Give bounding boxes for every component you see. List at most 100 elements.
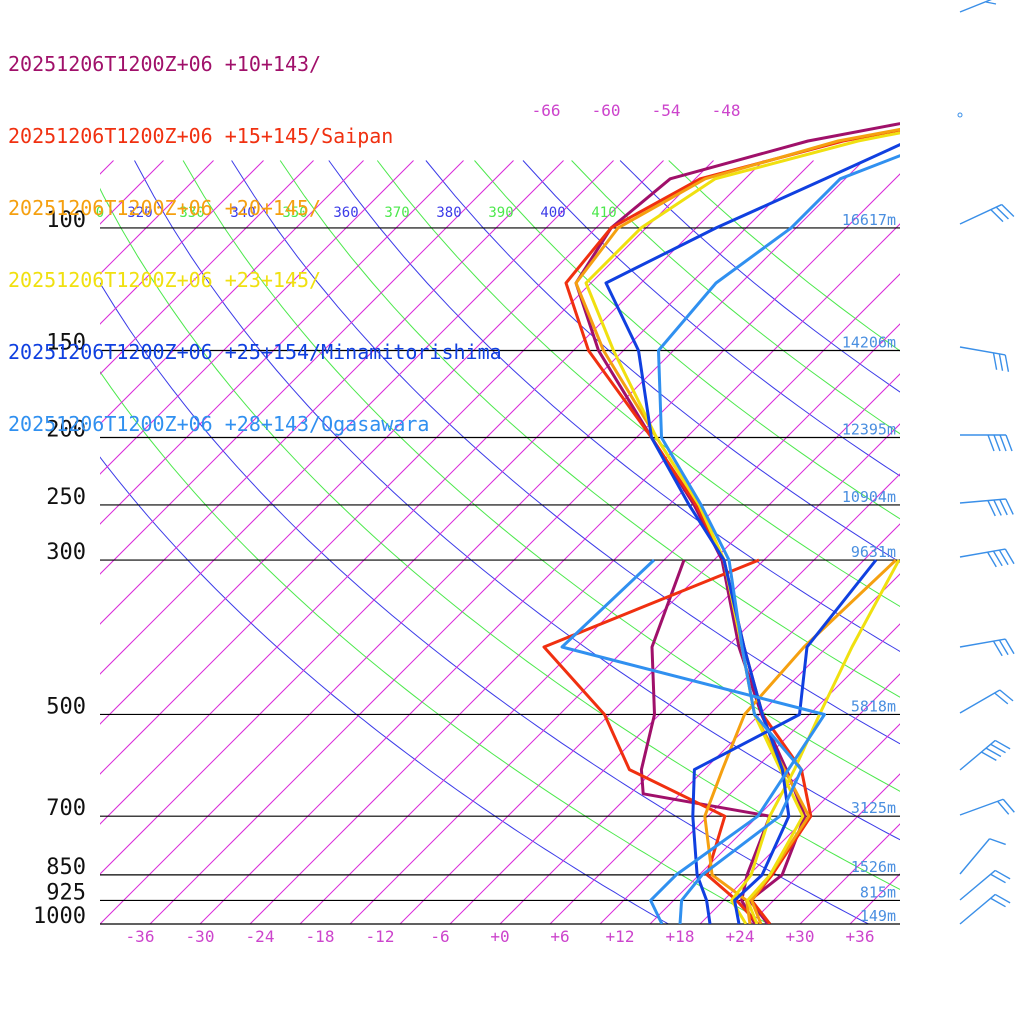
theta-line: [328, 160, 900, 653]
theta-line: [279, 160, 900, 698]
isotherm-line: [100, 160, 864, 924]
temperature-tick-label: -6: [430, 927, 449, 946]
pressure-label: 1000: [33, 904, 86, 929]
wind-barb-staff: [959, 798, 1004, 816]
theta-label: 370: [384, 205, 409, 221]
wind-barb: [959, 548, 1015, 568]
wind-barb-feather: [990, 743, 1006, 754]
pressure-label: 925: [46, 880, 86, 905]
wind-barb-feather: [990, 209, 1004, 223]
wind-barb: [959, 638, 1015, 657]
wind-barb-feather: [985, 747, 1002, 758]
temperature-tick-label: -36: [126, 927, 155, 946]
temperature-tick-label: -24: [246, 927, 275, 946]
temperature-tick-label: +12: [606, 927, 635, 946]
isotherm-line: [935, 160, 1024, 938]
wind-barb-feather: [997, 800, 1010, 815]
wind-barb: [959, 203, 1015, 225]
temperature-profile: [657, 154, 900, 924]
wind-barb: [959, 893, 1011, 925]
theta-line: [134, 160, 900, 841]
temperature-tick-label: -18: [306, 927, 335, 946]
legend-entry: 20251206T1200Z+06 +25+154/Minamitorishim…: [8, 340, 502, 364]
wind-barb-feather: [999, 499, 1008, 516]
wind-barb-feather: [998, 549, 1009, 566]
isotherm-line: [549, 573, 900, 924]
height-label: 1526m: [851, 858, 896, 876]
height-label: 3125m: [851, 799, 896, 817]
wind-barb-feather: [1004, 638, 1015, 655]
isotherm-line: [100, 160, 314, 375]
theta-label: 390: [488, 205, 513, 221]
theta-label: 320: [127, 205, 152, 221]
isotherm-line: [100, 160, 814, 875]
wind-barb-feather: [998, 639, 1009, 656]
wind-barb: [959, 346, 1010, 372]
wind-barb: [959, 838, 1006, 875]
wind-barb-staff: [959, 498, 1006, 504]
wind-barb-feather: [993, 434, 1001, 452]
wind-barb-feather: [990, 873, 1006, 884]
isotherm-line: [799, 823, 900, 924]
wind-barb-feather: [992, 550, 1003, 567]
isotherm-line: [100, 160, 614, 675]
theta-label: 330: [179, 205, 204, 221]
wind-barb-feather: [994, 869, 1011, 880]
theta-line: [619, 160, 900, 393]
wind-barb: [959, 498, 1014, 517]
theta-label: 350: [282, 205, 307, 221]
dewpoint-profile: [691, 559, 878, 924]
wind-barb-feather: [989, 838, 1006, 846]
theta-line: [425, 160, 900, 563]
wind-barb-feather: [981, 751, 997, 762]
isotherm-line: [499, 523, 900, 924]
height-label: 9631m: [851, 543, 896, 561]
height-label: 12395m: [842, 420, 896, 438]
dewpoint-profile: [542, 558, 760, 924]
isotherm-line: [100, 160, 764, 825]
pressure-label: 200: [46, 417, 86, 442]
wind-barb-feather: [987, 434, 995, 452]
wind-barb-staff: [959, 838, 991, 875]
wind-barb-feather: [1002, 798, 1015, 813]
theta-label: 400: [540, 205, 565, 221]
isotherm-line: [100, 160, 364, 425]
theta-label: 0: [96, 205, 104, 221]
temperature-tick-label: -12: [366, 927, 395, 946]
isotherm-line: [100, 160, 514, 575]
upper-isotherm-label: -48: [712, 101, 741, 120]
temperature-tick-label: +6: [550, 927, 569, 946]
legend-entry: 20251206T1200Z+06 +10+143/: [8, 52, 322, 76]
theta-line: [100, 370, 770, 924]
wind-barb-feather: [993, 499, 1002, 516]
dewpoint-profile: [560, 558, 826, 924]
pressure-label: 150: [46, 331, 86, 356]
theta-line: [100, 282, 870, 924]
temperature-tick-label: -30: [186, 927, 215, 946]
calm-wind-icon: [957, 112, 963, 118]
isotherm-line: [599, 623, 900, 924]
wind-barb-feather: [992, 352, 998, 370]
isotherm-line: [699, 723, 900, 924]
height-label: 14206m: [842, 334, 896, 352]
wind-barb-feather: [999, 689, 1014, 702]
legend-entry: 20251206T1200Z+06 +15+145/Saipan: [8, 124, 394, 148]
legend: 20251206T1200Z+06 +10+143/ 20251206T1200…: [8, 4, 502, 460]
wind-barb-feather: [999, 434, 1007, 452]
isotherm-line: [100, 160, 714, 775]
isotherm-line: [449, 473, 900, 924]
pressure-label: 300: [46, 540, 86, 565]
isotherm-line: [199, 223, 900, 924]
theta-label: 410: [591, 205, 616, 221]
temperature-tick-label: +0: [490, 927, 509, 946]
isotherm-line: [100, 160, 414, 475]
wind-barb-feather: [994, 692, 1009, 705]
wind-barb-staff: [959, 869, 996, 901]
temperature-tick-label: +24: [726, 927, 755, 946]
wind-barb-staff: [959, 739, 996, 771]
height-label: 16617m: [842, 211, 896, 229]
isotherm-line: [649, 673, 900, 924]
wind-barb-feather: [995, 206, 1009, 220]
legend-entry: 20251206T1200Z+06 +28+143/Ogasawara: [8, 412, 430, 436]
